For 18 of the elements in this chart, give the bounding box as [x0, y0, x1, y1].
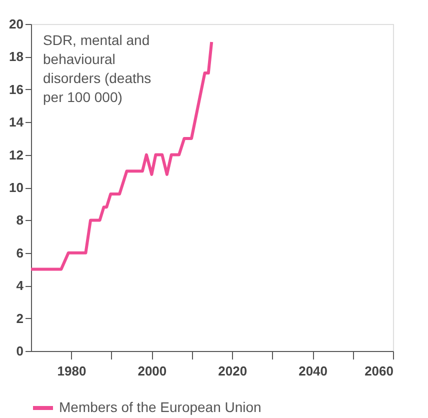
y-axis-title: SDR, mental and behavioural disorders (deaths per 100 000)	[43, 32, 152, 105]
y-tick-label: 16	[9, 82, 24, 97]
y-tick-label: 20	[9, 16, 24, 32]
y-tick-label: 6	[16, 245, 24, 260]
legend-label: Members of the European Union	[59, 399, 262, 415]
y-tick-label: 18	[9, 49, 24, 64]
y-tick-label: 10	[9, 180, 24, 195]
x-tick-label: 2040	[298, 364, 328, 378]
y-tick-label: 0	[16, 344, 24, 358]
x-tick-label: 2020	[218, 364, 248, 378]
y-tick-label: 4	[16, 278, 24, 294]
x-tick-label: 2000	[138, 364, 167, 378]
y-tick-label: 2	[16, 310, 24, 326]
x-tick-label: 2060	[364, 364, 394, 378]
x-tick-label: 1980	[57, 364, 86, 378]
y-tick-label: 14	[9, 114, 24, 130]
y-tick-label: 8	[16, 212, 24, 228]
y-tick-label: 12	[9, 147, 24, 162]
